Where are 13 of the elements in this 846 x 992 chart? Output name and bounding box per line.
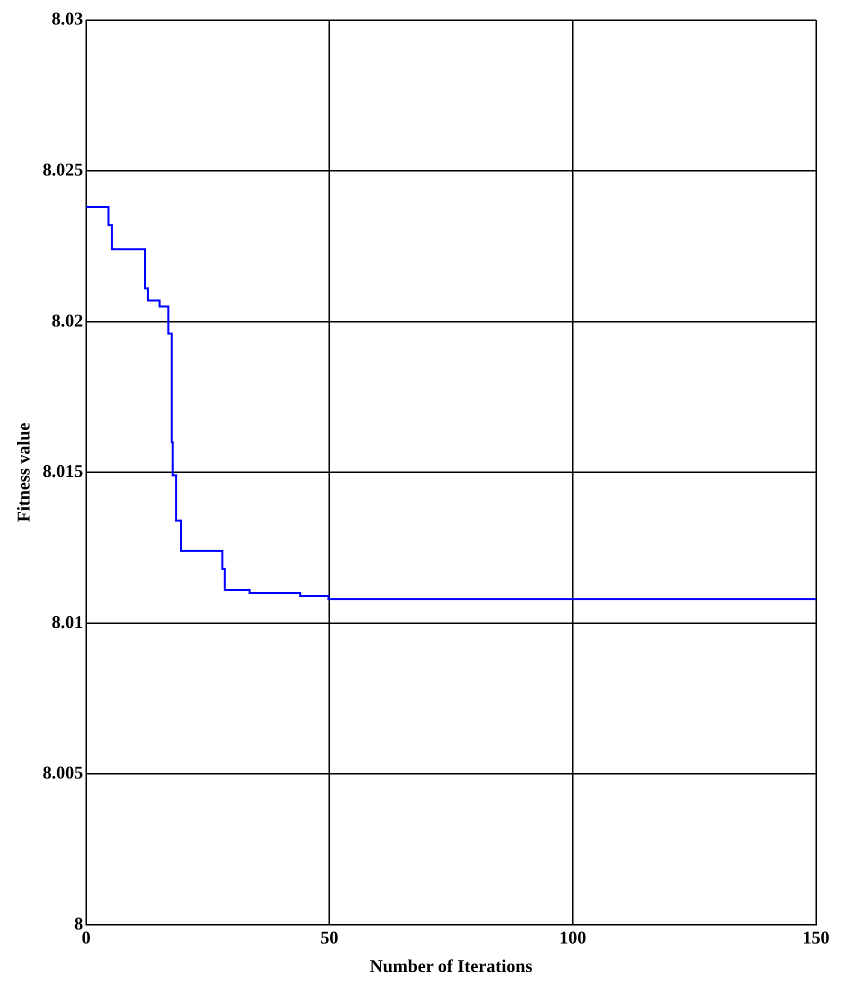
x-tick-label: 100 xyxy=(559,927,586,948)
y-tick-label: 8.02 xyxy=(52,310,84,330)
y-axis-title: Fitness value xyxy=(13,422,34,522)
y-tick-label: 8.005 xyxy=(42,762,84,783)
x-axis-title: Number of Iterations xyxy=(370,956,532,976)
y-tick-label: 8.01 xyxy=(52,612,84,632)
y-tick-label: 8 xyxy=(74,913,84,934)
y-tick-label: 8.025 xyxy=(42,159,84,180)
x-tick-label: 0 xyxy=(82,927,91,948)
x-tick-label: 50 xyxy=(320,927,338,948)
y-tick-label: 8.03 xyxy=(52,8,84,29)
x-tick-label: 150 xyxy=(802,927,830,948)
y-tick-label: 8.015 xyxy=(42,461,84,482)
